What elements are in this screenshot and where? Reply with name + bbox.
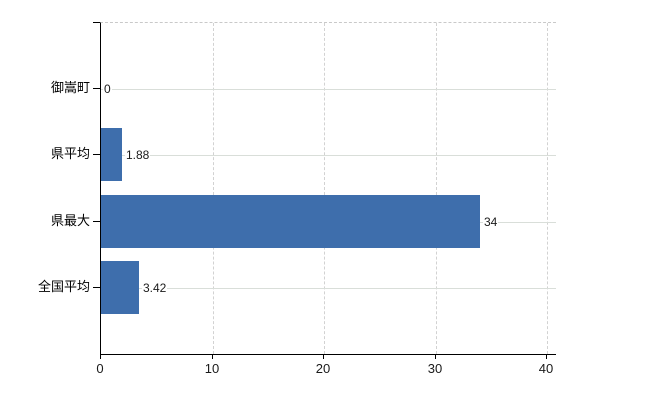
value-label: 1.88	[125, 147, 151, 163]
y-axis-tick	[93, 154, 100, 155]
x-axis-tick	[323, 354, 324, 359]
y-gridline	[101, 155, 556, 156]
y-axis-tick	[93, 221, 100, 222]
y-gridline	[101, 89, 556, 90]
y-axis-tick	[93, 287, 100, 288]
y-axis-tick	[93, 22, 100, 23]
category-label: 県平均	[50, 146, 90, 161]
bar	[101, 128, 122, 181]
value-label: 34	[483, 214, 499, 230]
x-tick-label: 20	[315, 361, 331, 376]
x-gridline	[324, 23, 325, 354]
y-axis-tick	[93, 88, 100, 89]
x-gridline	[547, 23, 548, 354]
value-label: 0	[103, 81, 112, 97]
x-tick-label: 0	[96, 361, 104, 376]
y-gridline	[101, 288, 556, 289]
x-tick-label: 30	[427, 361, 443, 376]
x-tick-label: 40	[538, 361, 554, 376]
x-gridline	[213, 23, 214, 354]
category-label: 県最大	[50, 213, 90, 228]
value-label: 3.42	[142, 280, 168, 296]
x-axis-tick	[100, 354, 101, 359]
x-axis-tick	[546, 354, 547, 359]
x-axis-tick	[212, 354, 213, 359]
x-tick-label: 10	[204, 361, 220, 376]
plot-area: 0 1.88 34 3.42	[100, 22, 556, 355]
bar	[101, 261, 139, 314]
category-label: 御嵩町	[50, 80, 90, 95]
x-axis-tick	[435, 354, 436, 359]
x-gridline	[436, 23, 437, 354]
bar	[101, 195, 480, 248]
category-label: 全国平均	[37, 279, 90, 294]
